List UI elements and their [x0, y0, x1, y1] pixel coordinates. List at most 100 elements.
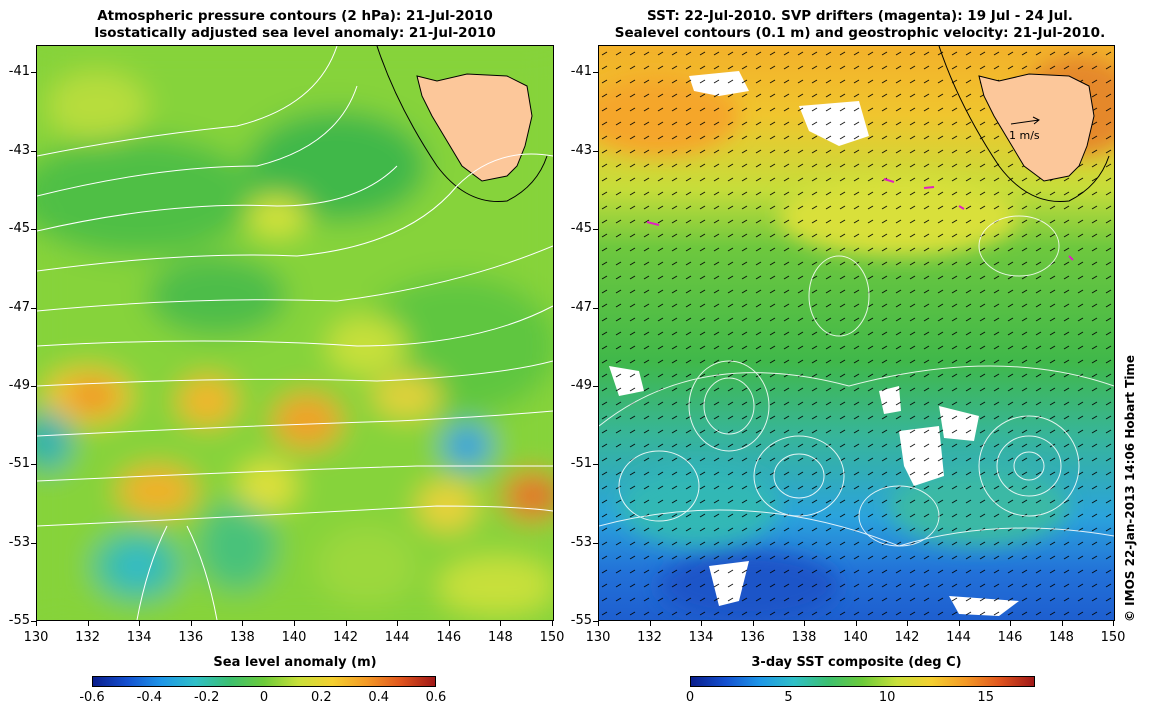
right-lat-tick-label: -47 — [570, 299, 592, 315]
imos-credit: © IMOS 22-Jan-2013 14:06 Hobart Time — [1123, 354, 1137, 622]
left-lat-tick-mark — [31, 229, 36, 231]
sla-colorbar-tick: 0.4 — [368, 690, 389, 705]
left-lon-tick-mark — [500, 621, 502, 626]
right-lon-tick-mark — [649, 621, 651, 626]
sla-colorbar-tick: -0.2 — [193, 690, 220, 705]
left-lat-tick-label: -53 — [8, 534, 30, 550]
right-lat-tick-label: -45 — [570, 221, 592, 237]
left-lon-tick-label: 138 — [229, 630, 255, 645]
left-lat-tick-label: -49 — [8, 377, 30, 393]
left-lon-tick-mark — [448, 621, 450, 626]
sst-colorbar-tick: 10 — [878, 690, 896, 705]
right-lat-tick-label: -51 — [570, 456, 592, 472]
right-lon-tick-label: 138 — [791, 630, 817, 645]
right-lat-tick-label: -55 — [570, 613, 592, 628]
left-lat-tick-label: -47 — [8, 299, 30, 315]
left-lon-tick-mark — [397, 621, 399, 626]
left-lat-tick-mark — [31, 542, 36, 544]
right-lon-tick-mark — [907, 621, 908, 626]
sla-colorbar-tick: -0.4 — [136, 690, 163, 705]
right-lon-tick-label: 140 — [843, 630, 868, 645]
right-lon-tick-mark — [804, 621, 805, 626]
right-lat-tick-mark — [593, 72, 598, 74]
left-lon-tick-mark — [345, 621, 347, 626]
sla-colorbar-tick: -0.6 — [79, 690, 105, 705]
right-lon-tick-mark — [1113, 621, 1114, 626]
right-lon-tick-label: 136 — [740, 630, 765, 645]
sst-colorbar — [690, 676, 1035, 687]
left-lon-tick-label: 150 — [539, 630, 565, 645]
sst-field: 1 m/s — [599, 46, 1114, 620]
left-lat-tick-mark — [31, 72, 36, 74]
vector-scale-label: 1 m/s — [1009, 129, 1040, 142]
left-lat-tick-mark — [31, 621, 36, 622]
left-lon-tick-label: 146 — [436, 630, 462, 645]
right-title-line1: SST: 22-Jul-2010. SVP drifters (magenta)… — [647, 8, 1073, 24]
left-lon-tick-mark — [552, 621, 553, 626]
right-lon-tick-label: 150 — [1100, 630, 1126, 645]
left-lat-tick-label: -43 — [8, 142, 30, 158]
right-lon-tick-label: 148 — [1049, 630, 1074, 645]
sst-map[interactable]: 1 m/s — [598, 45, 1115, 621]
right-lat-tick-mark — [593, 307, 598, 309]
left-lat-tick-label: -55 — [8, 613, 30, 628]
right-lon-tick-label: 134 — [688, 630, 714, 645]
right-lat-tick-label: -53 — [570, 534, 592, 550]
left-lon-tick-label: 148 — [487, 630, 513, 645]
left-lon-tick-label: 142 — [333, 630, 358, 645]
right-lat-tick-mark — [593, 150, 598, 152]
left-lat-tick-mark — [31, 464, 36, 466]
sla-colorbar-tick: 0.6 — [425, 690, 447, 705]
left-lat-tick-mark — [31, 307, 36, 309]
right-lat-tick-mark — [593, 464, 598, 466]
left-lon-tick-label: 134 — [126, 630, 152, 645]
left-lat-tick-label: -41 — [8, 64, 30, 80]
right-lat-tick-mark — [593, 621, 598, 622]
sla-field — [37, 46, 553, 620]
right-lon-tick-mark — [1010, 621, 1011, 626]
right-lat-tick-mark — [593, 385, 598, 387]
sla-colorbar-tick: 0 — [259, 690, 269, 705]
left-lon-tick-label: 140 — [281, 630, 307, 645]
right-lat-tick-label: -41 — [570, 64, 592, 80]
right-lon-tick-mark — [752, 621, 754, 626]
right-colorbar-label: 3-day SST composite (deg C) — [751, 655, 962, 670]
left-lon-tick-mark — [87, 621, 89, 626]
left-title-line1: Atmospheric pressure contours (2 hPa): 2… — [97, 8, 493, 24]
left-lon-tick-mark — [139, 621, 141, 626]
right-lat-tick-mark — [593, 542, 598, 544]
left-lat-tick-label: -51 — [8, 456, 30, 472]
left-colorbar-label: Sea level anomaly (m) — [213, 655, 377, 670]
sst-colorbar-tick: 15 — [977, 690, 994, 705]
right-lon-tick-label: 130 — [585, 630, 611, 645]
left-lon-tick-mark — [190, 621, 192, 626]
left-lon-tick-mark — [294, 621, 295, 626]
left-lon-tick-label: 132 — [75, 630, 100, 645]
sla-colorbar-tick: 0.2 — [310, 690, 332, 705]
left-lon-tick-mark — [242, 621, 244, 626]
sla-colorbar — [92, 676, 436, 687]
left-lon-tick-mark — [36, 621, 37, 626]
left-lat-tick-mark — [31, 150, 36, 152]
right-lon-tick-mark — [855, 621, 857, 626]
sea-level-anomaly-map[interactable] — [36, 45, 554, 621]
right-lon-tick-mark — [958, 621, 960, 626]
right-title-line2: Sealevel contours (0.1 m) and geostrophi… — [614, 25, 1106, 41]
right-lon-tick-label: 142 — [894, 630, 920, 645]
right-lon-tick-mark — [1061, 621, 1063, 626]
right-lon-tick-label: 144 — [946, 630, 971, 645]
left-lat-tick-label: -45 — [8, 221, 30, 237]
left-lon-tick-label: 144 — [384, 630, 410, 645]
left-lon-tick-label: 130 — [23, 630, 49, 645]
right-lat-tick-label: -43 — [570, 142, 592, 158]
sst-colorbar-tick: 0 — [685, 690, 695, 705]
left-lon-tick-label: 136 — [178, 630, 204, 645]
sst-colorbar-tick: 5 — [784, 690, 793, 705]
right-lon-tick-mark — [701, 621, 702, 626]
right-lon-tick-mark — [598, 621, 599, 626]
left-title-line2: Isostatically adjusted sea level anomaly… — [94, 25, 496, 41]
right-lon-tick-label: 132 — [637, 630, 662, 645]
right-lat-tick-mark — [593, 229, 598, 231]
left-lat-tick-mark — [31, 385, 36, 387]
right-lon-tick-label: 146 — [997, 630, 1023, 645]
